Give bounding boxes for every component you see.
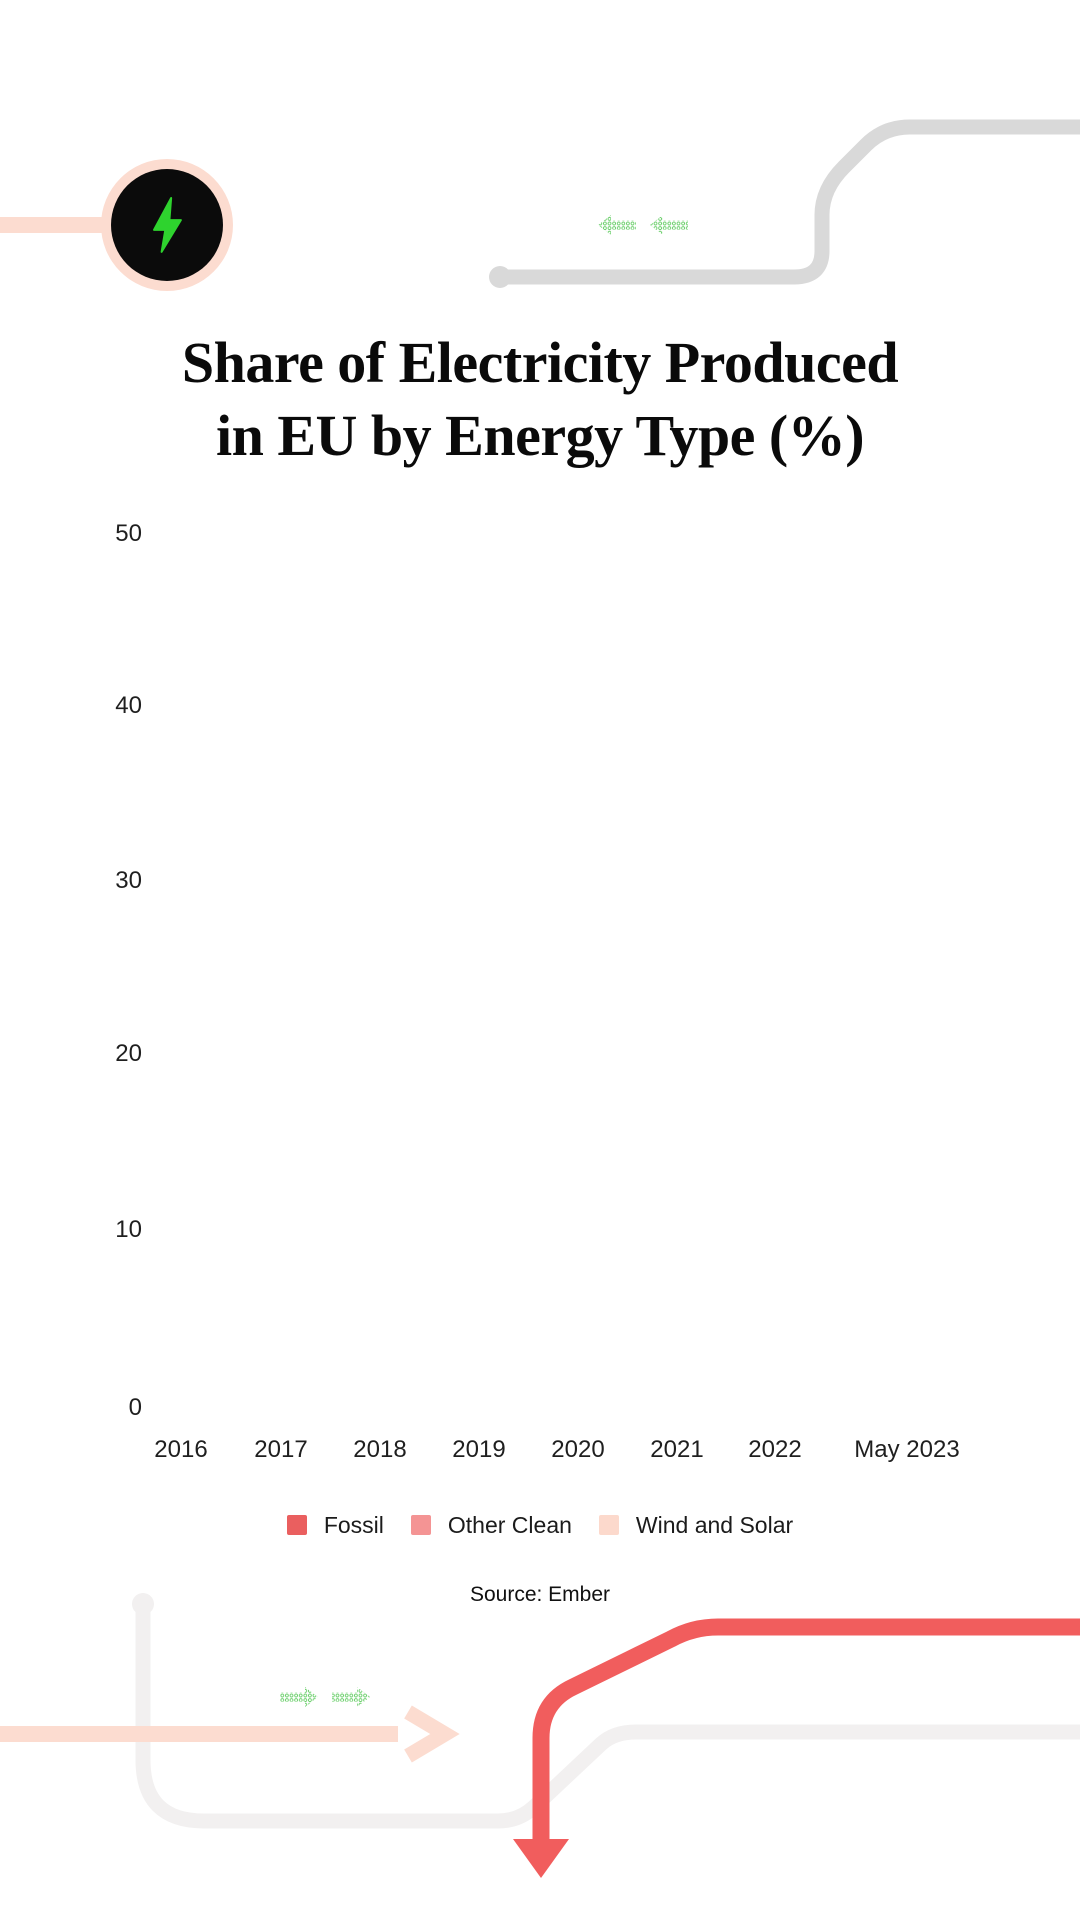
legend-label-fossil: Fossil: [323, 1512, 384, 1538]
x-tick-2017: 2017: [254, 1436, 308, 1463]
y-tick-20: 20: [115, 1040, 142, 1067]
page-title: Share of Electricity Produced in EU by E…: [0, 326, 1080, 472]
lightning-bolt-icon: [153, 197, 182, 253]
legend-swatch-fossil: [286, 1515, 307, 1535]
y-tick-50: 50: [115, 520, 142, 547]
red-arrowhead-down: [513, 1839, 569, 1878]
legend-item-wind-and-solar: Wind and Solar: [598, 1512, 794, 1538]
page-title-line1: Share of Electricity Produced: [181, 330, 899, 395]
y-tick-40: 40: [115, 692, 142, 719]
dotted-arrow-left-icon: [598, 215, 688, 235]
legend-label-wind-and-solar: Wind and Solar: [635, 1512, 794, 1538]
red-pipe-arrow-down-decoration: [513, 1618, 1080, 1878]
gray-pipe-bottom-decoration: [132, 1593, 1080, 1829]
x-tick-2020: 2020: [551, 1436, 605, 1463]
y-tick-30: 30: [115, 867, 142, 894]
y-tick-0: 0: [128, 1394, 142, 1421]
legend-item-fossil: Fossil: [286, 1512, 384, 1538]
pipe-dot-endpoint: [489, 266, 511, 288]
x-tick-2022: 2022: [748, 1436, 802, 1463]
legend-swatch-wind-and-solar: [598, 1515, 619, 1535]
peach-arrow-right-icon: [0, 1705, 460, 1763]
x-tick-2016: 2016: [154, 1436, 208, 1463]
x-tick-2019: 2019: [452, 1436, 506, 1463]
peach-connector-line: [0, 217, 106, 233]
legend-label-other-clean: Other Clean: [447, 1512, 572, 1538]
dotted-arrow-right-icon: [280, 1687, 370, 1707]
y-tick-10: 10: [115, 1216, 142, 1243]
x-tick-may-2023: May 2023: [854, 1436, 960, 1463]
logo: [0, 159, 233, 291]
legend-item-other-clean: Other Clean: [410, 1512, 572, 1538]
gray-pipe-top-decoration: [489, 119, 1080, 288]
page-title-line2: in EU by Energy Type (%): [215, 403, 865, 468]
x-tick-2018: 2018: [353, 1436, 407, 1463]
source-text: Source: Ember: [469, 1583, 611, 1606]
chart-legend: Fossil Other Clean Wind and Solar: [0, 1512, 1080, 1538]
x-tick-2021: 2021: [650, 1436, 704, 1463]
legend-swatch-other-clean: [410, 1515, 431, 1535]
